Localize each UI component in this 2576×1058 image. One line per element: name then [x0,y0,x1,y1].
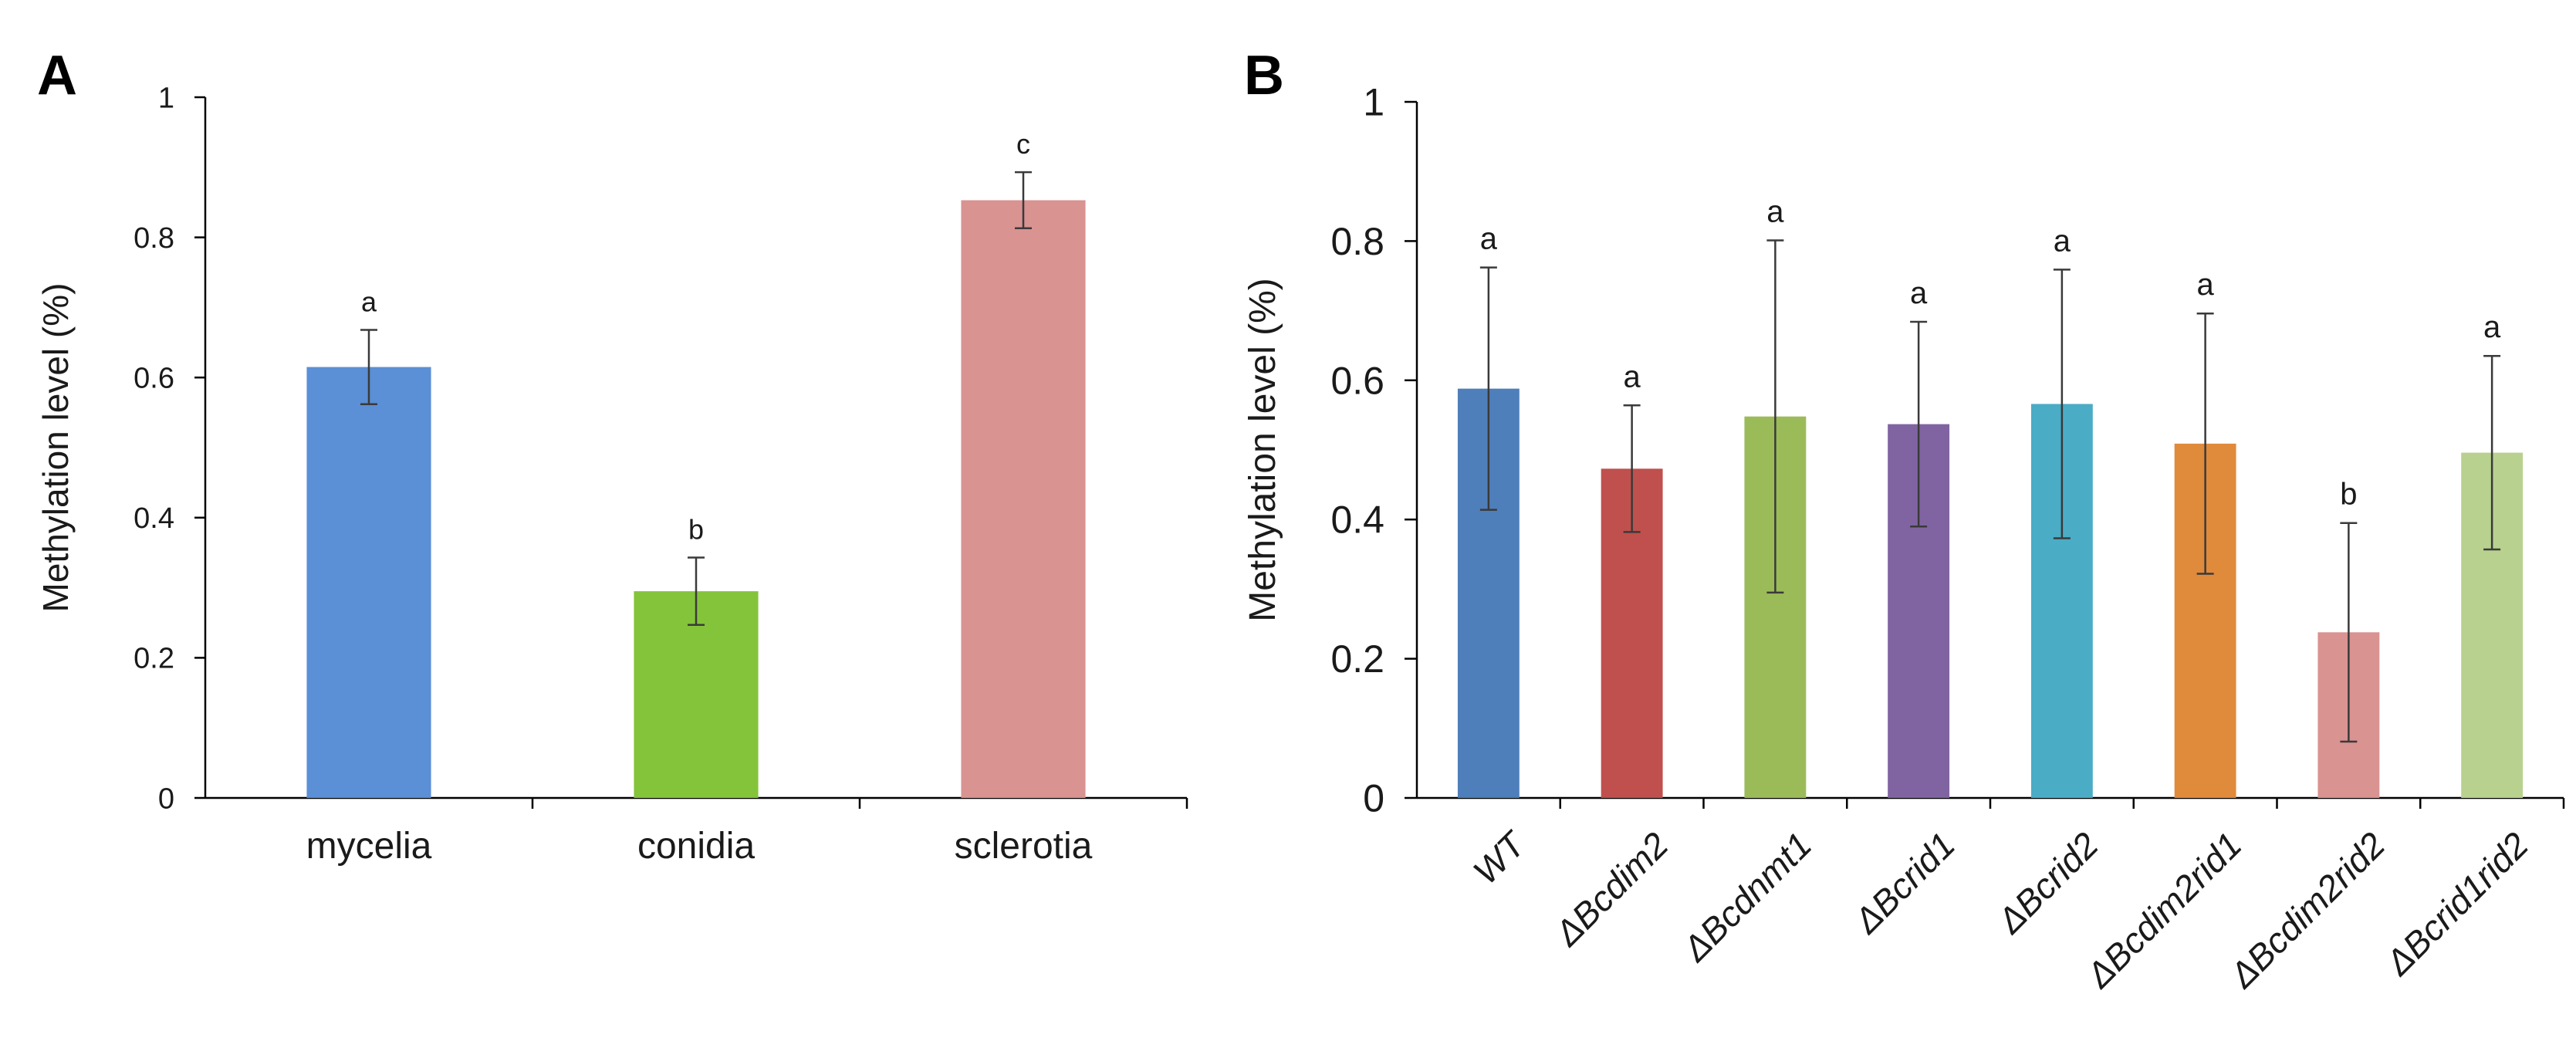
panel-b-significance-label: a [2054,224,2071,258]
panel-a-bar [306,367,431,799]
panel-b-significance-label: a [1624,360,1641,394]
panel-a-category-label: mycelia [306,826,432,867]
panel-a-y-tick-label: 0.4 [134,502,174,535]
panel-b-category-label: ΔBcdnmt1 [1675,824,1820,969]
panel-b-letter: B [1244,45,1284,106]
panel-b-significance-label: a [1480,222,1498,256]
panel-a-y-tick-label: 0 [158,783,174,815]
panel-a-y-tick-label: 0.8 [134,222,174,255]
panel-b-category-label: ΔBcdim2 [1547,824,1676,954]
panel-a-significance-label: c [1016,128,1030,160]
panel-b-y-tick-label: 0.2 [1330,637,1384,681]
panel-a-y-axis-title: Methylation level (%) [35,283,76,613]
panel-a-significance-label: a [361,286,377,317]
panel-b-y-tick-label: 0 [1363,777,1384,820]
panel-b-category-label: ΔBcrid1 [1846,824,1962,941]
panel-b-y-tick-label: 0.6 [1330,359,1384,402]
panel-a-category-label: conidia [637,826,755,867]
panel-b-category-label: ΔBcdim2rid1 [2078,824,2250,995]
panel-b-significance-label: a [2483,310,2501,344]
panel-a-chart: A 0 0.2 0.4 0.6 0.8 1 Methylation level (%) a my… [35,45,1188,867]
panel-b-category-label: ΔBcrid1rid2 [2377,824,2536,983]
panel-b-significance-label: a [2197,268,2215,302]
panel-a-y-tick-label: 0.6 [134,363,174,395]
panel-a-significance-label: b [688,514,704,546]
panel-a-bar [961,200,1086,798]
panel-a-letter: A [37,45,77,106]
panel-b-y-tick-label: 0.8 [1330,220,1384,263]
panel-b-chart: B 0 0.2 0.4 0.6 0.8 1 Methylation level (%) a WT… [1242,45,2565,995]
panel-b-significance-label: a [1766,194,1784,228]
panel-a-y-tick-label: 0.2 [134,643,174,675]
panel-b-category-label: ΔBcrid2 [1989,824,2105,941]
panel-b-significance-label: b [2340,478,2357,512]
panel-b-significance-label: a [1910,276,1928,310]
panel-b-y-tick-label: 0.4 [1330,499,1384,542]
panel-b-category-label: WT [1465,823,1534,891]
panel-b-category-label: ΔBcdim2rid2 [2221,824,2392,995]
panel-a-category-label: sclerotia [955,826,1093,867]
panel-b-y-tick-label: 1 [1363,81,1384,124]
panel-a-y-tick-label: 1 [158,82,174,114]
panel-b-y-axis-title: Methylation level (%) [1242,278,1283,622]
